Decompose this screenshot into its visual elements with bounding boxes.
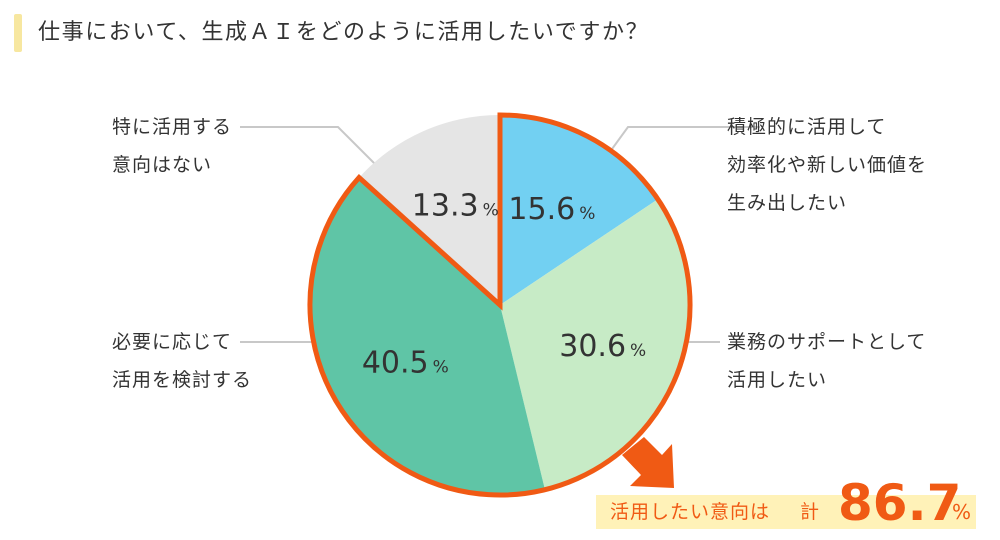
slice-support-use <box>500 199 691 490</box>
value-label: 13.3% <box>412 188 499 223</box>
chart-title: 仕事において、生成ＡＩをどのように活用したいですか？ <box>38 20 650 45</box>
title-accent-bar <box>14 14 22 52</box>
label-line: 活用を検討する <box>112 369 253 391</box>
label-line: 特に活用する <box>112 116 233 138</box>
slice-consider-use <box>310 177 545 495</box>
slice-active-use <box>500 115 658 305</box>
label-active-use: 積極的に活用して 効率化や新しい価値を 生み出したい <box>727 108 927 222</box>
label-line: 業務のサポートとして <box>727 331 927 353</box>
label-line: 活用したい <box>727 369 828 391</box>
value-label: 40.5% <box>362 345 449 380</box>
value-label: 30.6% <box>559 329 646 364</box>
total-label: 活用したい意向は <box>610 501 771 523</box>
highlight-outline <box>307 112 693 498</box>
slice-no-intention <box>359 115 500 305</box>
label-line: 効率化や新しい価値を <box>727 154 928 176</box>
leader-line <box>240 126 377 166</box>
value-label: 15.6% <box>508 192 595 227</box>
label-line: 必要に応じて <box>112 331 233 353</box>
label-support-use: 業務のサポートとして 活用したい <box>727 323 926 399</box>
label-line: 積極的に活用して <box>727 116 887 138</box>
total-unit: % <box>952 500 972 524</box>
label-no-intention: 特に活用する 意向はない <box>112 108 232 184</box>
total-value: 86.7 <box>838 474 962 532</box>
arrow-icon <box>622 437 674 488</box>
label-line: 生み出したい <box>727 192 848 214</box>
label-consider-use: 必要に応じて 活用を検討する <box>112 323 252 399</box>
total-prefix: 計 <box>800 501 820 523</box>
total-highlight-background <box>596 495 976 529</box>
label-line: 意向はない <box>112 154 213 176</box>
